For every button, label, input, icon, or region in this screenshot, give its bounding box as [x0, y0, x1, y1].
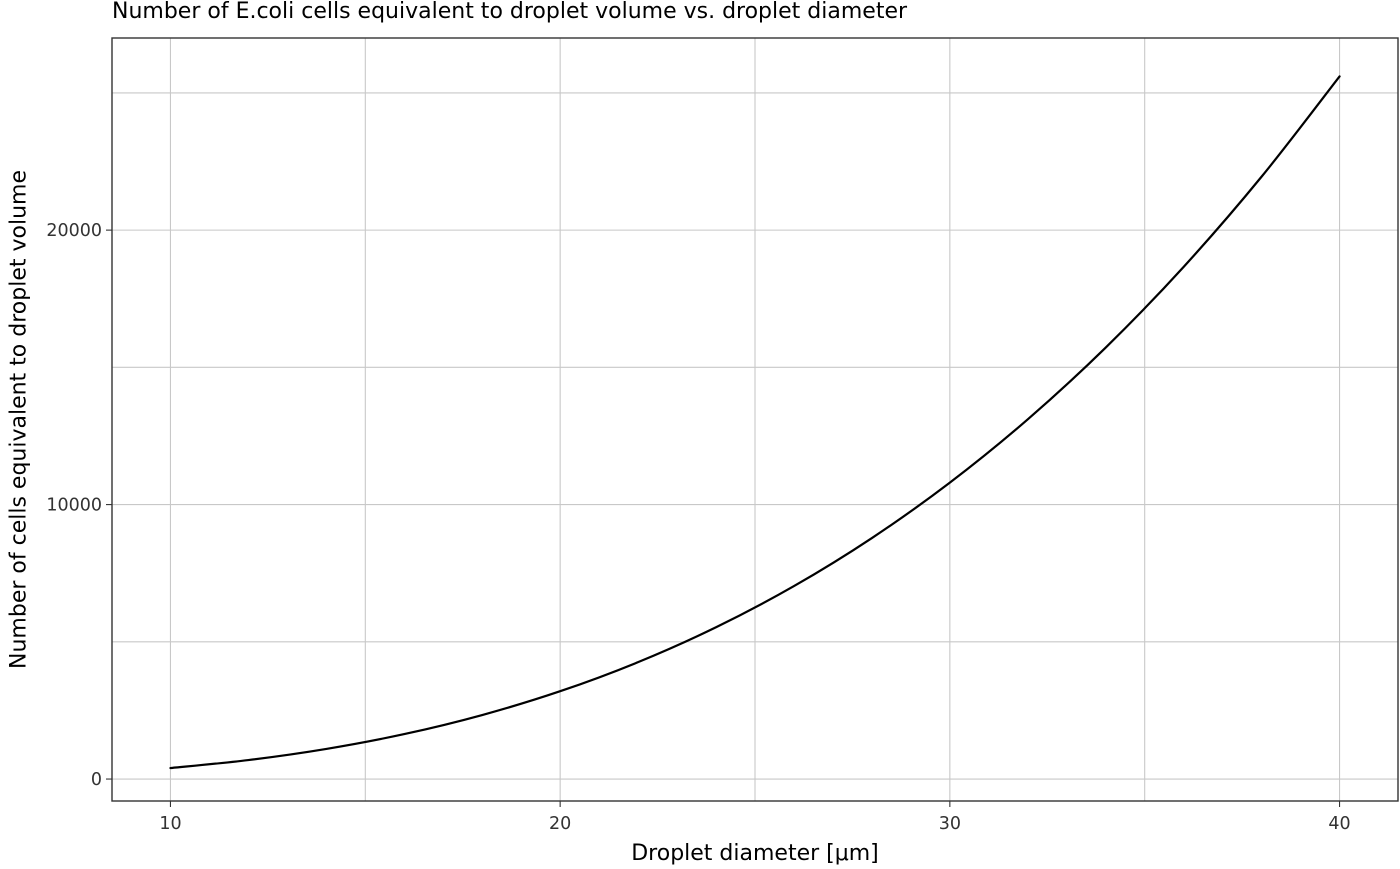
y-tick-label: 0 — [91, 770, 102, 790]
plot-panel-border — [111, 37, 1399, 802]
y-tick-label: 10000 — [46, 496, 102, 516]
y-tick-label: 20000 — [46, 221, 102, 241]
y-axis-title: Number of cells equivalent to droplet vo… — [7, 170, 32, 669]
x-axis-title: Droplet diameter [μm] — [631, 841, 879, 865]
series-layer — [169, 75, 1341, 770]
x-tick-label: 20 — [549, 814, 571, 834]
grid-layer — [112, 38, 1398, 801]
x-tick-label: 10 — [159, 814, 181, 834]
series-line — [169, 75, 1341, 770]
x-tick-label: 30 — [939, 814, 961, 834]
axis-layer: 10 20 30 40 0 10000 20000 — [46, 221, 1350, 834]
chart-title: Number of E.coli cells equivalent to dro… — [112, 0, 908, 24]
x-tick-label: 40 — [1328, 814, 1350, 834]
